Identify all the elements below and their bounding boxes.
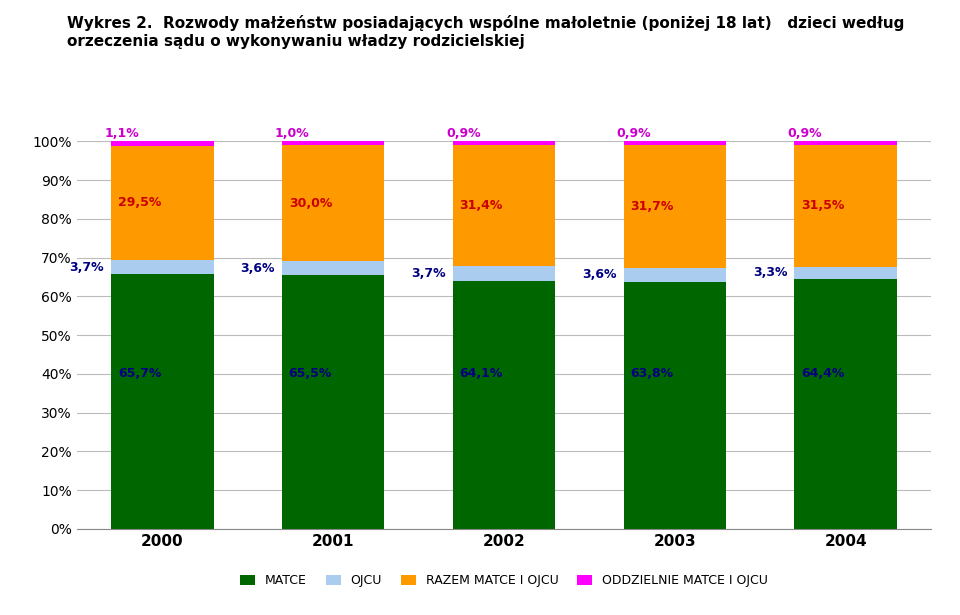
Text: 31,4%: 31,4% (460, 199, 503, 212)
Bar (795, 141, 897, 145)
Text: 1,0%: 1,0% (275, 127, 310, 140)
Bar (282, 145, 384, 261)
Bar (111, 260, 213, 274)
Bar (111, 141, 213, 146)
Bar (282, 275, 384, 529)
Bar (453, 145, 555, 266)
Text: 0,9%: 0,9% (445, 127, 481, 140)
Bar (795, 279, 897, 529)
Text: 3,3%: 3,3% (754, 266, 787, 279)
Bar (111, 274, 213, 529)
Text: 65,5%: 65,5% (289, 367, 332, 381)
Bar (453, 266, 555, 280)
Text: 64,1%: 64,1% (460, 367, 503, 381)
Bar (453, 280, 555, 529)
Bar (282, 261, 384, 275)
Bar (624, 268, 726, 282)
Text: 31,7%: 31,7% (631, 200, 674, 213)
Bar (624, 145, 726, 268)
Bar (624, 141, 726, 145)
Bar (282, 141, 384, 145)
Legend: MATCE, OJCU, RAZEM MATCE I OJCU, ODDZIELNIE MATCE I OJCU: MATCE, OJCU, RAZEM MATCE I OJCU, ODDZIEL… (235, 569, 773, 592)
Bar (111, 146, 213, 260)
Text: 1,1%: 1,1% (104, 127, 139, 140)
Text: 63,8%: 63,8% (631, 367, 674, 381)
Text: 29,5%: 29,5% (118, 196, 161, 209)
Text: 3,6%: 3,6% (241, 261, 275, 275)
Text: 3,7%: 3,7% (411, 267, 445, 280)
Text: 64,4%: 64,4% (802, 367, 845, 381)
Text: 30,0%: 30,0% (289, 197, 332, 210)
Text: Wykres 2.  Rozwody małżeństw posiadających wspólne małoletnie (poniżej 18 lat)  : Wykres 2. Rozwody małżeństw posiadającyc… (67, 15, 904, 49)
Text: 3,7%: 3,7% (69, 261, 104, 274)
Bar (624, 282, 726, 529)
Text: 3,6%: 3,6% (583, 268, 616, 281)
Bar (453, 141, 555, 145)
Text: 0,9%: 0,9% (616, 127, 652, 140)
Bar (795, 266, 897, 279)
Text: 31,5%: 31,5% (802, 199, 845, 212)
Text: 0,9%: 0,9% (787, 127, 823, 140)
Text: 65,7%: 65,7% (118, 367, 161, 381)
Bar (795, 145, 897, 266)
